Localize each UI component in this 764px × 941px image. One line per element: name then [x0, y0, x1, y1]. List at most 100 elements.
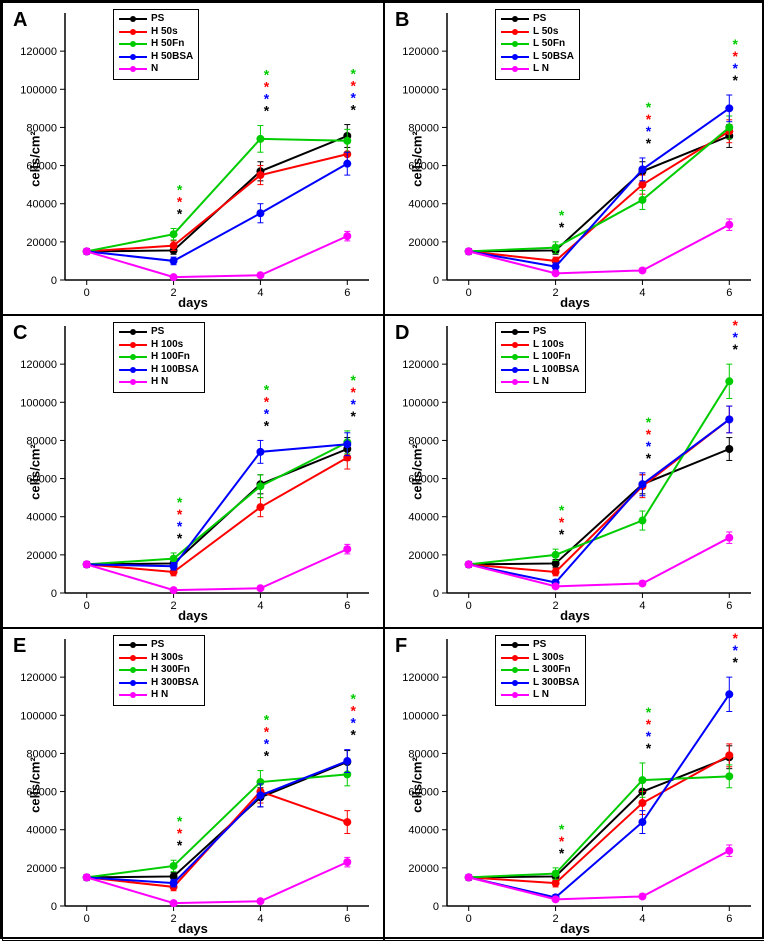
legend-swatch	[501, 39, 529, 49]
legend-label: H N	[151, 689, 168, 702]
legend-swatch	[501, 365, 529, 375]
series-marker	[552, 879, 560, 887]
legend-swatch	[501, 640, 529, 650]
legend-swatch	[501, 665, 529, 675]
legend-label: H N	[151, 376, 168, 389]
series-line	[87, 761, 348, 883]
legend-swatch	[119, 39, 147, 49]
series-marker	[83, 560, 91, 568]
panel-B: 0200004000060000800001000001200000246***…	[384, 2, 764, 315]
legend-item: PS	[119, 639, 199, 652]
series-marker	[170, 562, 178, 570]
series-marker	[343, 858, 351, 866]
significance-star: *	[351, 691, 357, 707]
panel-A: 0200004000060000800001000001200000246***…	[2, 2, 384, 315]
series-marker	[638, 799, 646, 807]
series-marker	[83, 873, 91, 881]
series-marker	[638, 480, 646, 488]
y-tick-label: 120000	[20, 46, 57, 58]
legend-item: L N	[501, 63, 574, 76]
series-marker	[725, 751, 733, 759]
legend-item: L 50BSA	[501, 51, 574, 64]
series-marker	[725, 104, 733, 112]
legend-swatch	[501, 27, 529, 37]
series-marker	[343, 137, 351, 145]
legend-swatch	[501, 14, 529, 24]
y-tick-label: 0	[51, 901, 57, 913]
series-marker	[83, 247, 91, 255]
legend-swatch	[501, 340, 529, 350]
y-tick-label: 0	[433, 901, 439, 913]
series-line	[469, 776, 730, 877]
y-tick-label: 40000	[408, 825, 439, 837]
legend-swatch	[119, 352, 147, 362]
series-marker	[256, 448, 264, 456]
y-tick-label: 100000	[20, 84, 57, 96]
legend-swatch	[501, 64, 529, 74]
x-tick-label: 0	[84, 913, 90, 925]
x-tick-label: 4	[639, 913, 645, 925]
x-tick-label: 0	[466, 287, 472, 299]
series-marker	[343, 757, 351, 765]
significance-star: *	[351, 372, 357, 388]
series-line	[87, 136, 348, 251]
legend-item: N	[119, 63, 193, 76]
legend-label: H 100Fn	[151, 351, 190, 364]
series-marker	[638, 579, 646, 587]
legend-swatch	[119, 640, 147, 650]
significance-star: *	[559, 502, 565, 518]
series-line	[87, 762, 348, 877]
series-marker	[725, 221, 733, 229]
legend-swatch	[119, 340, 147, 350]
series-marker	[638, 181, 646, 189]
legend-item: H 50s	[119, 26, 193, 39]
legend-swatch	[119, 653, 147, 663]
series-marker	[256, 135, 264, 143]
legend-item: L 300s	[501, 652, 580, 665]
panel-label: D	[395, 322, 409, 345]
x-tick-label: 2	[553, 600, 559, 612]
x-tick-label: 4	[257, 287, 263, 299]
series-marker	[552, 582, 560, 590]
legend-label: L 100BSA	[533, 364, 580, 377]
x-tick-label: 2	[553, 287, 559, 299]
significance-star: *	[351, 66, 357, 82]
legend: PSL 300sL 300FnL 300BSAL N	[495, 635, 586, 706]
series-marker	[256, 584, 264, 592]
y-tick-label: 120000	[402, 672, 439, 684]
legend-swatch	[119, 365, 147, 375]
significance-star: *	[646, 99, 652, 115]
y-axis-label: cells/cm²	[27, 444, 42, 500]
y-tick-label: 20000	[26, 550, 57, 562]
legend: PSH 50sH 50FnH 50BSAN	[113, 9, 199, 80]
series-marker	[170, 242, 178, 250]
significance-star: *	[733, 629, 739, 634]
series-marker	[725, 772, 733, 780]
legend-label: H 300Fn	[151, 664, 190, 677]
series-marker	[256, 897, 264, 905]
series-marker	[552, 269, 560, 277]
x-axis-label: days	[560, 921, 590, 936]
x-tick-label: 6	[344, 913, 350, 925]
significance-star: *	[559, 207, 565, 223]
legend: PSH 100sH 100FnH 100BSAH N	[113, 322, 205, 393]
legend-item: PS	[119, 326, 199, 339]
series-marker	[638, 818, 646, 826]
series-marker	[552, 895, 560, 903]
legend-item: H 100BSA	[119, 364, 199, 377]
legend-swatch	[501, 327, 529, 337]
x-tick-label: 0	[466, 913, 472, 925]
legend-label: L 50BSA	[533, 51, 574, 64]
series-marker	[638, 776, 646, 784]
figure-grid: 0200004000060000800001000001200000246***…	[0, 0, 764, 939]
series-line	[87, 549, 348, 590]
legend: PSL 100sL 100FnL 100BSAL N	[495, 322, 586, 393]
series-marker	[343, 440, 351, 448]
y-axis-label: cells/cm²	[409, 444, 424, 500]
significance-star: *	[264, 67, 270, 83]
series-marker	[170, 899, 178, 907]
legend-label: L 50Fn	[533, 38, 565, 51]
y-axis-label: cells/cm²	[409, 757, 424, 813]
legend-label: H 50s	[151, 26, 178, 39]
legend-label: H 300s	[151, 652, 183, 665]
